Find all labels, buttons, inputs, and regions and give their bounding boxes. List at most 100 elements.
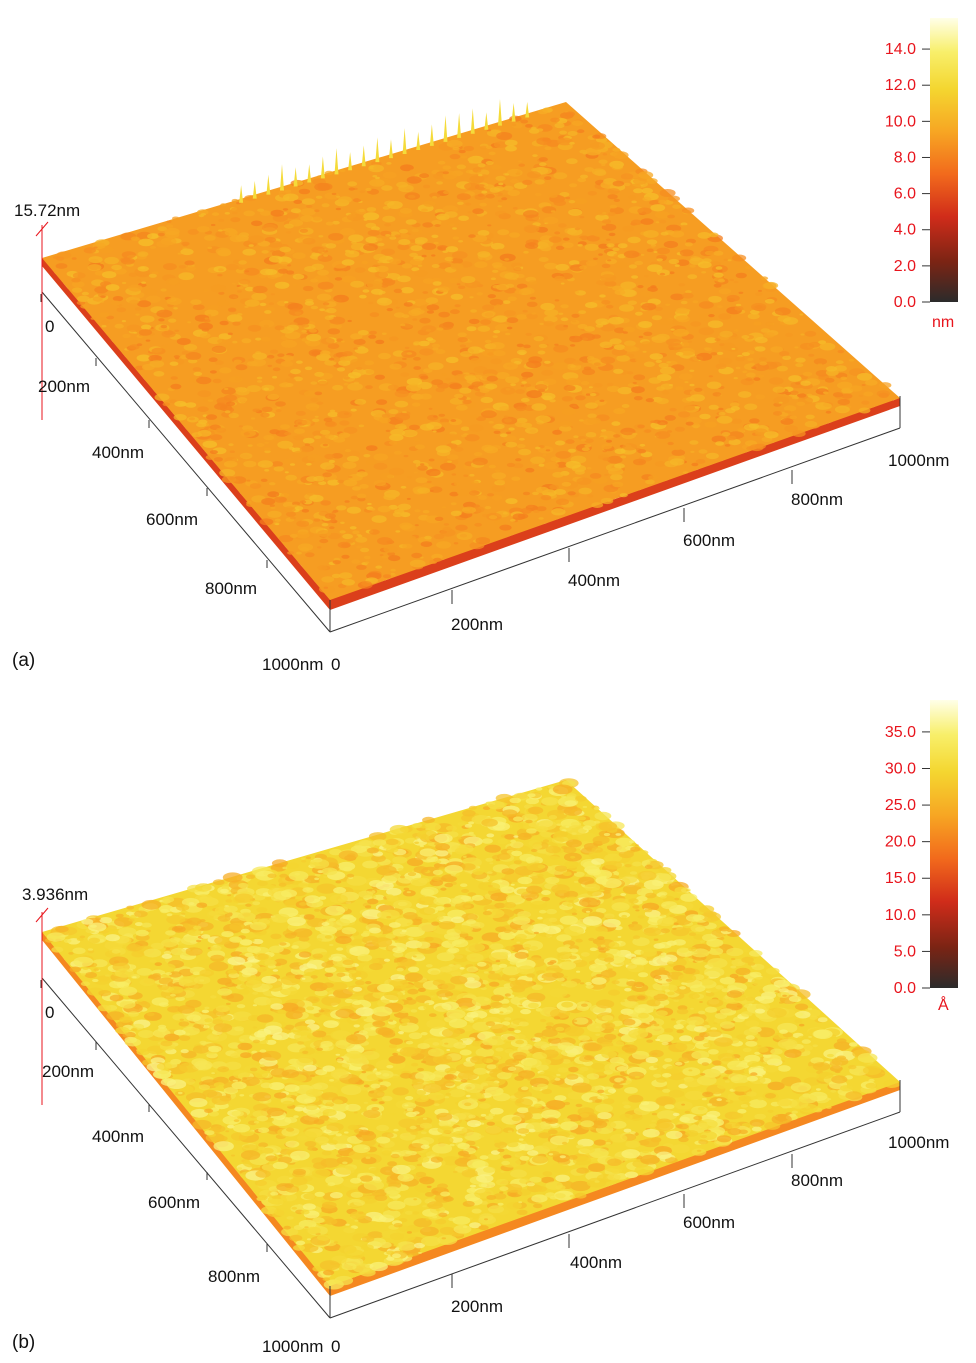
surface-texture [135, 922, 143, 926]
surface-texture [413, 341, 421, 345]
surface-texture [773, 411, 782, 416]
surface-texture [479, 1225, 489, 1230]
surface-texture [427, 310, 434, 314]
surface-texture [395, 413, 410, 421]
surface-texture [481, 1114, 487, 1117]
surface-texture [245, 299, 260, 306]
surface-texture [347, 456, 359, 462]
surface-texture [237, 313, 243, 316]
surface-texture [250, 483, 262, 489]
surface-texture [390, 1113, 396, 1116]
surface-texture [656, 386, 665, 390]
surface-texture [349, 187, 355, 190]
surface-texture [602, 264, 611, 268]
surface-texture [719, 288, 731, 294]
surface-texture [351, 212, 357, 215]
surface-texture [422, 243, 436, 250]
left-tick-label: 600nm [146, 510, 198, 529]
surface-spike [430, 124, 434, 146]
surface-spike [416, 132, 420, 150]
surface-texture [408, 1254, 414, 1257]
surface-texture [89, 256, 103, 263]
surface-texture [414, 270, 428, 277]
surface-texture [667, 442, 673, 445]
surface-texture [375, 566, 382, 569]
surface-texture [337, 367, 345, 371]
surface-texture [344, 1131, 349, 1133]
surface-texture [427, 1186, 432, 1188]
surface-texture [517, 444, 526, 448]
surface-texture [395, 424, 407, 430]
surface-texture [93, 968, 99, 971]
surface-texture [474, 261, 487, 268]
surface-texture [414, 471, 418, 473]
surface-texture [306, 476, 317, 482]
surface-texture [572, 320, 576, 322]
surface-texture [402, 358, 407, 360]
surface-texture [449, 418, 462, 425]
surface-texture [800, 334, 804, 336]
surface-texture [643, 332, 652, 336]
surface-texture [451, 502, 457, 505]
surface-texture [561, 283, 565, 285]
surface-texture [478, 194, 484, 197]
surface-texture [782, 356, 791, 360]
surface-texture [685, 242, 693, 246]
surface-texture [411, 245, 423, 251]
surface-texture [462, 400, 471, 405]
surface-texture [631, 220, 642, 226]
surface-texture [329, 358, 335, 361]
surface-texture [509, 232, 520, 238]
surface-texture [283, 208, 288, 211]
surface-texture [671, 1018, 676, 1020]
surface-texture [665, 415, 676, 421]
surface-texture [367, 899, 378, 905]
surface-texture [204, 309, 218, 316]
surface-texture [365, 385, 373, 389]
surface-texture [374, 480, 386, 486]
surface-texture [333, 295, 349, 303]
surface-spike [362, 146, 366, 167]
surface-texture [366, 445, 378, 451]
surface-texture [499, 406, 509, 411]
surface-texture [364, 1102, 368, 1104]
surface-texture [408, 937, 413, 940]
surface-texture [430, 992, 437, 996]
surface-texture [422, 255, 427, 258]
surface-texture [470, 415, 479, 419]
surface-texture [359, 425, 365, 428]
surface-texture [415, 240, 425, 245]
surface-texture [605, 259, 617, 265]
surface-texture [389, 1038, 403, 1045]
surface-texture [189, 1098, 207, 1107]
surface-texture [802, 1039, 811, 1044]
surface-texture [504, 416, 509, 418]
surface-texture [390, 569, 396, 572]
surface-texture [394, 289, 403, 293]
surface-texture [727, 1050, 734, 1053]
surface-texture [696, 353, 712, 361]
surface-texture [544, 147, 551, 151]
surface-texture [153, 371, 164, 377]
surface-texture [267, 355, 274, 359]
surface-texture [387, 201, 403, 209]
surface-texture [245, 270, 249, 272]
surface-texture [527, 1141, 535, 1145]
surface-texture [794, 1019, 802, 1023]
surface-texture [808, 1008, 812, 1010]
surface-texture [286, 512, 296, 517]
surface-texture [309, 329, 317, 333]
surface-texture [393, 1198, 398, 1200]
surface-texture [398, 239, 410, 245]
surface-texture [594, 1140, 606, 1146]
surface-texture [637, 208, 651, 215]
surface-texture [202, 328, 209, 332]
surface-texture [419, 1137, 434, 1145]
surface-texture [111, 265, 122, 270]
surface-texture [681, 301, 688, 304]
surface-texture [492, 270, 498, 273]
surface-texture [317, 381, 328, 386]
surface-texture [415, 524, 419, 526]
surface-texture [669, 384, 673, 386]
surface-texture [631, 386, 645, 393]
